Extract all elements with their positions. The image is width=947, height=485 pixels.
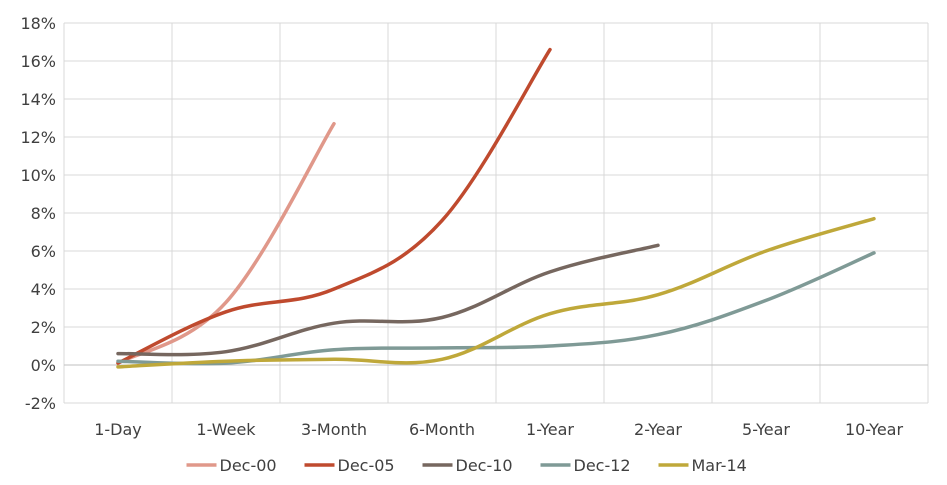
y-tick-label: 18% <box>20 14 56 33</box>
y-tick-label: 16% <box>20 52 56 71</box>
legend-label: Mar-14 <box>692 456 747 475</box>
legend: Dec-00 Dec-05 Dec-10 Dec-12 Mar-14 <box>186 456 747 475</box>
y-tick-label: 8% <box>31 204 56 223</box>
legend-item-dec-00: Dec-00 <box>186 456 277 475</box>
x-tick-label: 5-Year <box>742 420 790 439</box>
x-tick-label: 10-Year <box>845 420 904 439</box>
series-line-mar-14 <box>116 216 876 369</box>
y-tick-label: 0% <box>31 356 56 375</box>
legend-item-dec-12: Dec-12 <box>540 456 631 475</box>
y-tick-label: -2% <box>25 394 56 413</box>
x-tick-label: 2-Year <box>634 420 682 439</box>
x-tick-label: 6-Month <box>409 420 475 439</box>
grid <box>63 22 929 404</box>
x-tick-label: 1-Day <box>94 420 142 439</box>
x-tick-label: 1-Week <box>196 420 256 439</box>
x-tick-label: 1-Year <box>526 420 574 439</box>
y-tick-label: 6% <box>31 242 56 261</box>
y-tick-label: 2% <box>31 318 56 337</box>
legend-item-dec-05: Dec-05 <box>304 456 395 475</box>
y-tick-label: 4% <box>31 280 56 299</box>
x-tick-label: 3-Month <box>301 420 367 439</box>
axes: -2% 0% 2% 4% 6% 8% 10% 12% 14% 16% 18% 1-Day 1-Week 3… <box>20 14 928 439</box>
legend-label: Dec-00 <box>220 456 277 475</box>
legend-label: Dec-05 <box>338 456 395 475</box>
series-line-dec-10 <box>116 243 660 357</box>
legend-item-mar-14: Mar-14 <box>658 456 747 475</box>
y-tick-label: 12% <box>20 128 56 147</box>
legend-item-dec-10: Dec-10 <box>422 456 513 475</box>
legend-label: Dec-10 <box>456 456 513 475</box>
series-line-dec-00 <box>116 121 336 365</box>
series-lines <box>116 47 876 369</box>
legend-label: Dec-12 <box>574 456 631 475</box>
y-tick-label: 14% <box>20 90 56 109</box>
y-tick-label: 10% <box>20 166 56 185</box>
series-line-dec-05 <box>116 47 552 365</box>
